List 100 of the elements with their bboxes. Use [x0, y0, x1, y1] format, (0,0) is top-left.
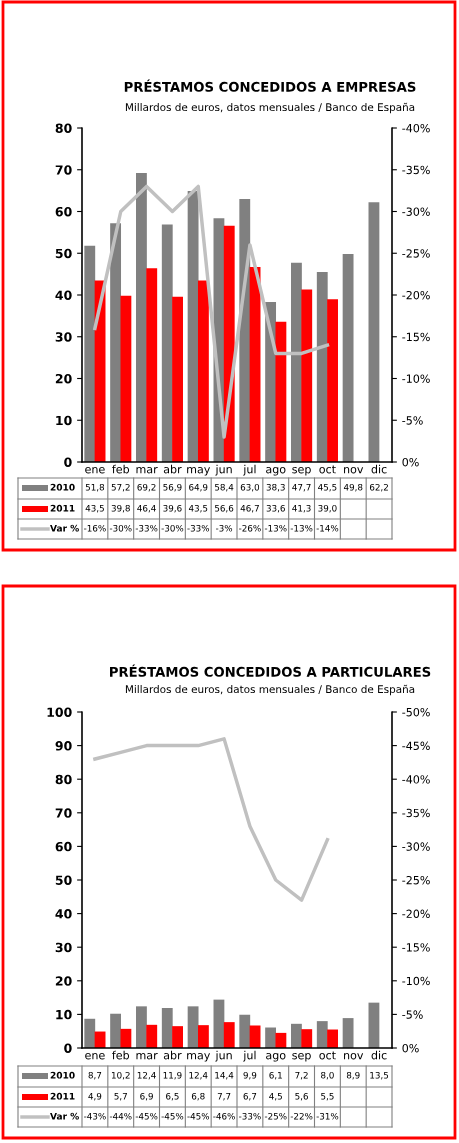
- data-label: 6,5: [166, 1092, 179, 1101]
- x-tick-label: sep: [292, 1053, 311, 1062]
- x-tick-label: sep: [292, 467, 311, 476]
- bar: [275, 1032, 287, 1048]
- y-tick-label: 50: [55, 248, 72, 259]
- y2-tick-label: -15%: [402, 332, 430, 342]
- chart-subtitle: Millardos de euros, datos mensuales / Banco de España: [125, 684, 415, 696]
- data-label: 4,5: [269, 1093, 282, 1101]
- bar: [110, 1013, 122, 1048]
- data-label: -30%: [161, 524, 184, 532]
- y2-tick-label: -5%: [402, 416, 423, 425]
- data-label: 46,4: [137, 504, 156, 513]
- bar: [172, 1026, 183, 1048]
- data-label: -44%: [109, 1112, 132, 1120]
- bar: [161, 224, 173, 462]
- y-tick-label: 60: [55, 841, 72, 852]
- bar: [342, 1018, 354, 1048]
- bar: [187, 191, 199, 462]
- legend-label: 2010: [50, 1071, 75, 1079]
- bar: [316, 272, 328, 462]
- data-label: -46%: [213, 1112, 235, 1120]
- y2-tick-label: -40%: [402, 123, 430, 133]
- y-tick-label: 20: [55, 976, 72, 986]
- y2-tick-label: -35%: [402, 165, 430, 175]
- data-label: 5,7: [114, 1093, 127, 1101]
- data-label: -13%: [264, 524, 287, 532]
- data-label: 8,9: [346, 1071, 360, 1080]
- data-label: -13%: [290, 524, 313, 532]
- bar: [146, 1024, 158, 1048]
- bar: [327, 1029, 338, 1048]
- data-label: 6,7: [243, 1092, 257, 1101]
- data-label: 4,9: [88, 1092, 102, 1101]
- y-tick-label: 60: [55, 206, 72, 217]
- bar: [213, 999, 225, 1048]
- legend-label: Var %: [50, 1112, 79, 1120]
- data-label: 6,9: [140, 1092, 153, 1101]
- bar: [327, 299, 338, 462]
- bar: [136, 1006, 147, 1048]
- bar: [161, 1008, 173, 1048]
- y-tick-label: 70: [55, 808, 72, 818]
- data-label: -45%: [187, 1112, 210, 1120]
- data-label: 56,6: [215, 504, 234, 513]
- y2-tick-label: -40%: [402, 775, 430, 784]
- data-label: 49,8: [343, 483, 363, 492]
- bar: [84, 1018, 96, 1048]
- data-label: -33%: [239, 1112, 261, 1120]
- y2-tick-label: -50%: [402, 707, 430, 717]
- chart-subtitle: Millardos de euros, datos mensuales / Banco de España: [125, 102, 415, 114]
- bar: [301, 1029, 313, 1048]
- x-tick-label: ago: [266, 1053, 286, 1062]
- y-tick-label: 30: [55, 942, 72, 953]
- y-tick-label: 10: [56, 1009, 72, 1020]
- x-tick-label: jul: [243, 1050, 256, 1062]
- data-label: -26%: [239, 524, 261, 532]
- data-label: 45,5: [318, 484, 337, 492]
- legend-label: 2010: [50, 483, 75, 491]
- data-label: 43,5: [188, 504, 208, 513]
- y2-tick-label: -45%: [402, 741, 430, 750]
- data-label: 11,9: [163, 1071, 182, 1080]
- y-tick-label: 70: [55, 165, 72, 175]
- data-label: 39,0: [318, 504, 337, 513]
- bar: [316, 1021, 328, 1048]
- bar: [110, 223, 122, 462]
- bar: [120, 1028, 132, 1048]
- data-label: 38,3: [266, 483, 285, 492]
- x-tick-label: abr: [163, 1050, 182, 1060]
- x-tick-label: ene: [85, 1053, 105, 1060]
- x-tick-label: feb: [112, 1050, 130, 1060]
- y2-tick-label: -15%: [402, 943, 430, 952]
- x-tick-label: jul: [243, 464, 256, 476]
- data-label: -45%: [161, 1112, 184, 1120]
- bar: [172, 296, 183, 462]
- data-label: 39,6: [163, 504, 182, 513]
- x-tick-label: dic: [371, 1050, 387, 1060]
- y2-tick-label: -35%: [402, 808, 430, 818]
- data-label: -33%: [187, 524, 210, 532]
- x-tick-label: jun: [215, 1050, 232, 1062]
- y2-tick-label: -5%: [402, 1010, 423, 1019]
- y-tick-label: 50: [55, 875, 72, 885]
- y2-tick-label: -10%: [402, 374, 430, 383]
- data-label: -22%: [290, 1112, 313, 1120]
- x-tick-label: abr: [163, 464, 182, 474]
- bar: [301, 289, 313, 462]
- y2-tick-label: -30%: [402, 207, 430, 216]
- data-label: 9,9: [243, 1071, 257, 1080]
- y2-tick-label: -25%: [402, 875, 430, 885]
- y2-tick-label: -10%: [402, 976, 430, 986]
- x-tick-label: feb: [112, 464, 130, 474]
- chart-title: PRÉSTAMOS CONCEDIDOS A PARTICULARES: [110, 664, 431, 677]
- data-label: 51,8: [85, 483, 105, 492]
- data-label: 56,9: [163, 483, 182, 492]
- bar: [368, 202, 380, 462]
- data-label: 6,8: [191, 1092, 205, 1101]
- y-tick-label: 20: [55, 373, 72, 384]
- data-label: 10,2: [111, 1071, 130, 1080]
- data-label: -30%: [109, 524, 132, 532]
- y-tick-label: 80: [55, 774, 72, 785]
- data-label: 39,8: [111, 504, 130, 513]
- legend-label: 2011: [50, 1092, 75, 1100]
- y2-tick-label: 0%: [402, 457, 419, 467]
